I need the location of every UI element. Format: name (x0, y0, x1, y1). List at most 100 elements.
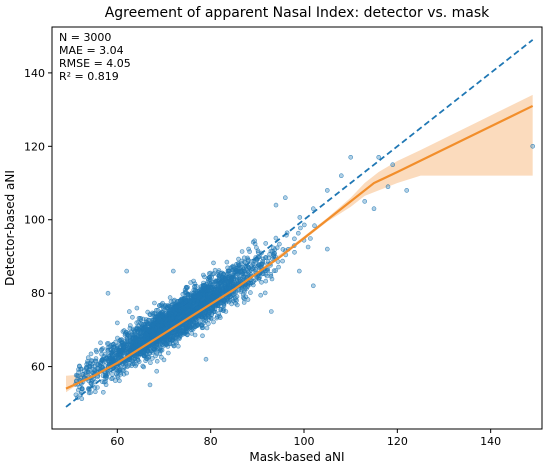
scatter-point (105, 341, 110, 346)
scatter-point (192, 332, 198, 338)
scatter-point (141, 364, 146, 370)
scatter-point (183, 284, 189, 290)
scatter-point (150, 327, 155, 333)
scatter-point (171, 268, 176, 274)
scatter-point (79, 396, 85, 402)
scatter-points (73, 144, 536, 402)
scatter-point (256, 262, 261, 267)
scatter-point (146, 336, 151, 341)
scatter-point (138, 329, 144, 335)
scatter-point (297, 215, 303, 220)
scatter-point (225, 271, 231, 276)
scatter-point (142, 324, 147, 330)
scatter-point (282, 195, 288, 200)
scatter-point (230, 280, 236, 286)
scatter-point (105, 290, 111, 296)
scatter-point (73, 392, 79, 398)
scatter-point (338, 173, 344, 178)
scatter-point (146, 317, 151, 323)
scatter-point (385, 184, 391, 189)
scatter-point (199, 292, 204, 298)
plot-area (65, 39, 536, 408)
stats-line: N = 3000 (59, 31, 111, 44)
scatter-point (152, 310, 157, 316)
scatter-point (125, 333, 131, 338)
scatter-point (192, 294, 198, 299)
stats-line: MAE = 3.04 (59, 44, 124, 57)
scatter-point (93, 389, 98, 395)
scatter-point (208, 284, 214, 290)
scatter-point (194, 283, 199, 289)
scatter-point (110, 372, 115, 377)
scatter-point (117, 367, 123, 373)
scatter-point (376, 155, 382, 160)
scatter-point (154, 358, 160, 364)
scatter-point (136, 343, 142, 348)
scatter-point (211, 293, 216, 299)
scatter-point (189, 327, 194, 332)
y-tick-label: 80 (31, 287, 45, 300)
scatter-point (176, 308, 182, 314)
scatter-point (152, 300, 157, 306)
scatter-point (206, 321, 211, 327)
scatter-point (155, 314, 160, 319)
confidence-band (66, 94, 533, 393)
scatter-point (176, 335, 181, 341)
scatter-point (151, 346, 157, 352)
scatter-point (280, 258, 285, 264)
scatter-point (127, 309, 132, 314)
scatter-point (193, 288, 198, 294)
scatter-point (115, 373, 120, 379)
scatter-point (362, 199, 368, 204)
scatter-point (404, 188, 410, 193)
scatter-point (208, 315, 214, 321)
scatter-point (180, 291, 186, 297)
scatter-point (173, 305, 179, 310)
scatter-point (136, 315, 142, 321)
scatter-point (124, 364, 130, 370)
scatter-point (250, 266, 255, 271)
scatter-point (150, 356, 155, 361)
scatter-point (98, 360, 104, 366)
scatter-point (273, 235, 279, 241)
scatter-point (93, 347, 99, 353)
scatter-point (76, 370, 81, 375)
scatter-point (123, 341, 129, 347)
x-tick-label: 80 (204, 435, 218, 448)
scatter-point (310, 283, 316, 289)
scatter-point (234, 261, 239, 267)
scatter-point (390, 162, 396, 167)
scatter-point (137, 337, 143, 342)
scatter-point (205, 298, 211, 304)
scatter-point (216, 302, 221, 308)
scatter-point (191, 298, 196, 303)
scatter-point (86, 390, 92, 396)
scatter-point (136, 359, 142, 364)
y-tick-label: 100 (24, 214, 45, 227)
scatter-point (263, 241, 269, 246)
scatter-point (203, 356, 209, 362)
scatter-point (216, 268, 222, 273)
scatter-point (202, 274, 207, 280)
scatter-point (240, 271, 245, 277)
scatter-point (127, 360, 132, 366)
scatter-point (183, 297, 189, 303)
scatter-point (276, 264, 281, 270)
scatter-point (228, 294, 233, 300)
scatter-point (171, 298, 176, 304)
scatter-point (277, 241, 282, 247)
scatter-point (273, 268, 279, 273)
scatter-point (268, 271, 274, 277)
x-tick-label: 100 (294, 435, 315, 448)
y-tick-label: 140 (24, 67, 45, 80)
scatter-point (101, 389, 106, 395)
scatter-point (296, 268, 302, 274)
scatter-point (124, 268, 129, 274)
scatter-point (146, 327, 151, 332)
scatter-point (244, 286, 249, 291)
scatter-point (129, 329, 134, 335)
scatter-point (153, 353, 158, 359)
scatter-point (247, 249, 252, 254)
scatter-point (246, 269, 251, 275)
